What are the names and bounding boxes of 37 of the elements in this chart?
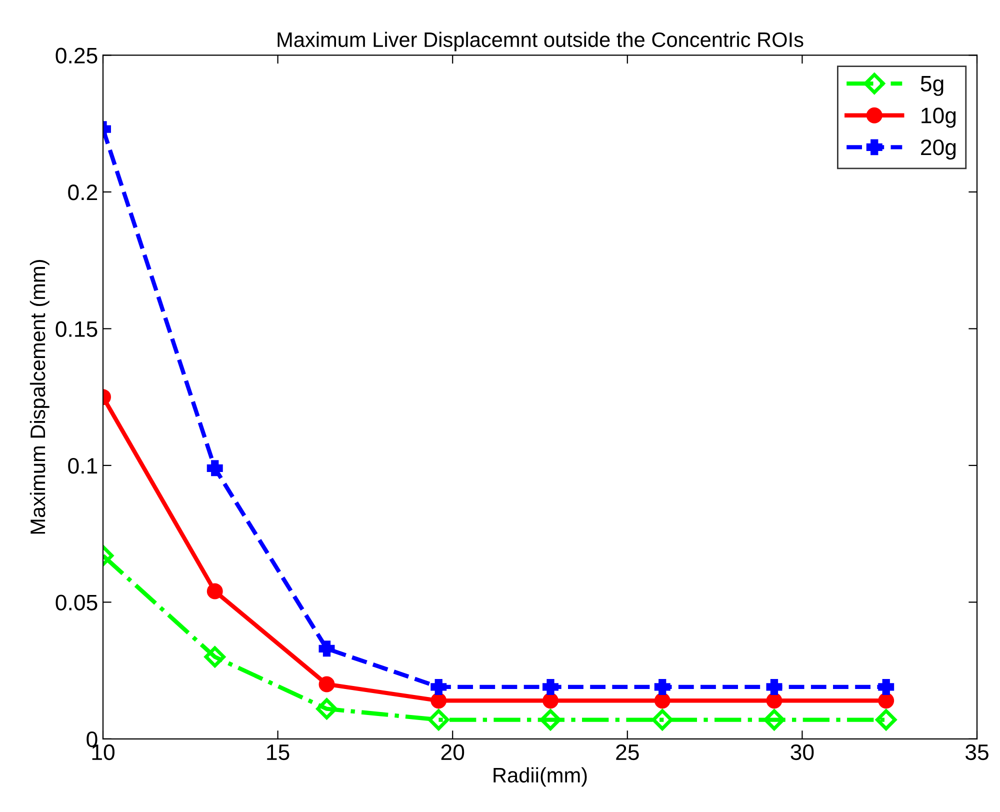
point	[540, 709, 562, 730]
x-tick-label: 35	[965, 744, 988, 760]
point	[764, 709, 785, 730]
y-tick-label: 0.1	[68, 458, 98, 474]
legend-label: 5g	[920, 76, 944, 96]
y-tick-label: 0.05	[56, 594, 98, 610]
point	[318, 640, 335, 657]
point	[206, 460, 223, 476]
point	[316, 698, 338, 720]
y-tick-label: 0.15	[56, 321, 98, 337]
legend-label: 10g	[922, 108, 956, 128]
y-tick-label: 0.25	[56, 48, 98, 64]
x-tick-label: 20	[441, 744, 464, 760]
point	[542, 678, 558, 695]
point	[766, 678, 782, 695]
point	[318, 676, 335, 692]
x-tick-label: 30	[790, 744, 814, 760]
legend-label: 20g	[921, 139, 956, 160]
point	[876, 709, 897, 730]
point	[428, 709, 450, 730]
point	[542, 692, 558, 709]
x-tick-label: 25	[616, 744, 639, 760]
point	[206, 583, 223, 600]
point	[766, 692, 782, 709]
chart-title: Maximum Liver Displacemnt outside the Concentric ROIs	[278, 32, 804, 52]
point	[430, 678, 447, 695]
point	[654, 692, 670, 709]
point	[878, 692, 894, 709]
point	[652, 709, 673, 730]
x-axis-title: Radii(mm)	[494, 767, 587, 787]
point	[430, 692, 447, 709]
point	[204, 646, 226, 668]
point	[878, 678, 894, 695]
x-tick-label: 15	[267, 744, 290, 760]
point	[654, 678, 670, 695]
y-axis-title: Maximum Dispalcement (mm)	[30, 260, 50, 534]
y-tick-label: 0.2	[68, 184, 98, 200]
